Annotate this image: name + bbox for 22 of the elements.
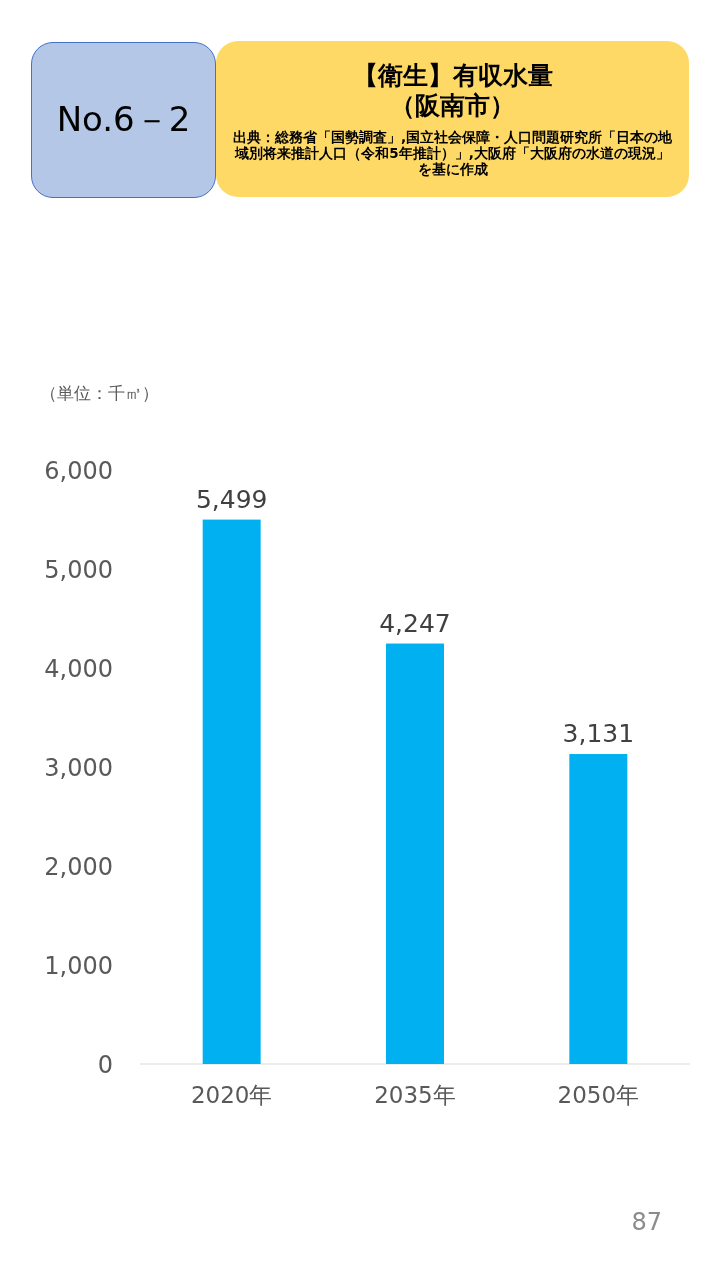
y-tick-label: 6,000 [44, 457, 113, 485]
y-tick-label: 1,000 [44, 952, 113, 980]
y-axis-title: （単位：千㎥） [40, 382, 159, 405]
y-tick-label: 5,000 [44, 556, 113, 584]
y-tick-label: 0 [97, 1051, 113, 1079]
bar [386, 643, 444, 1064]
data-label: 3,131 [562, 719, 635, 749]
y-tick-label: 3,000 [44, 754, 113, 782]
y-tick-label: 4,000 [44, 655, 113, 683]
x-tick-label: 2020年 [190, 1082, 273, 1108]
x-tick-label: 2050年 [557, 1082, 640, 1108]
x-tick-label: 2035年 [374, 1082, 456, 1108]
source-note: 出典：総務省「国勢調査」,国立社会保障・人口問題研究所「日本の地域別将来推計人口（令和5年推計）」,大阪府「大阪府の水道の現況」を基に作成 [231, 129, 674, 177]
bar [202, 519, 261, 1064]
bar [569, 754, 628, 1064]
y-tick-label: 2,000 [44, 853, 113, 881]
text: No.6－2 [31, 42, 216, 198]
text: 87 [631, 1208, 662, 1236]
data-label: 4,247 [379, 608, 451, 638]
chart-title: 【衛生】有収水量 [352, 61, 553, 91]
chart-subtitle: （阪南市） [390, 91, 515, 121]
data-label: 5,499 [195, 484, 268, 514]
